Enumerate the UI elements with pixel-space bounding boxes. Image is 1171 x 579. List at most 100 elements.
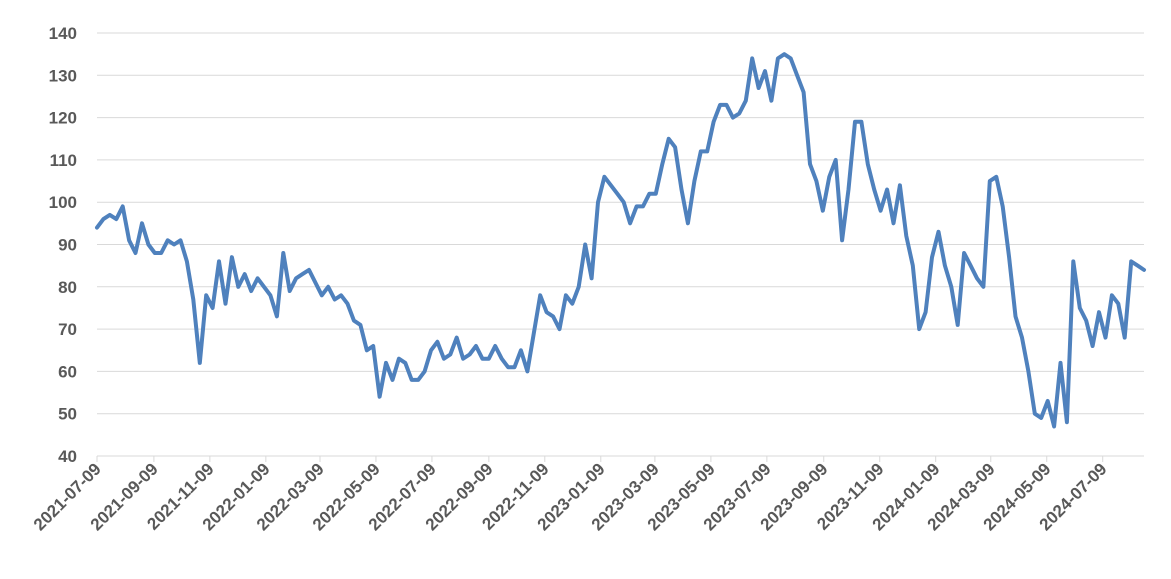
data-point: [769, 99, 773, 103]
data-point: [230, 255, 234, 259]
data-point: [924, 310, 928, 314]
data-point: [847, 188, 851, 192]
data-point: [827, 175, 831, 179]
data-point: [628, 221, 632, 225]
data-point: [1059, 361, 1063, 365]
data-point: [108, 213, 112, 217]
data-point: [326, 285, 330, 289]
data-point: [1001, 204, 1005, 208]
data-point: [140, 221, 144, 225]
x-axis-ticks: 2021-07-092021-09-092021-11-092022-01-09…: [30, 456, 1111, 534]
data-point: [904, 234, 908, 238]
data-point: [474, 344, 478, 348]
data-point: [243, 272, 247, 276]
data-point: [892, 221, 896, 225]
data-point: [590, 276, 594, 280]
data-point: [994, 175, 998, 179]
data-point: [1014, 314, 1018, 318]
data-point: [146, 243, 150, 247]
data-point: [808, 162, 812, 166]
data-point: [294, 276, 298, 280]
data-point: [962, 251, 966, 255]
data-point: [134, 251, 138, 255]
data-point: [885, 188, 889, 192]
series-layer: [95, 52, 1146, 429]
data-point: [705, 149, 709, 153]
data-point: [699, 149, 703, 153]
data-point: [602, 175, 606, 179]
data-point: [262, 285, 266, 289]
data-point: [320, 293, 324, 297]
data-point: [712, 120, 716, 124]
data-point: [789, 56, 793, 60]
data-point: [757, 86, 761, 90]
data-point: [532, 331, 536, 335]
data-point: [654, 192, 658, 196]
data-point: [660, 162, 664, 166]
y-tick-label: 50: [58, 405, 77, 424]
data-point: [680, 188, 684, 192]
y-tick-label: 130: [49, 66, 77, 85]
data-point: [673, 145, 677, 149]
y-tick-label: 120: [49, 109, 77, 128]
data-point: [840, 238, 844, 242]
data-point: [493, 344, 497, 348]
series-line-0: [95, 52, 1146, 429]
data-point: [725, 103, 729, 107]
data-point: [943, 264, 947, 268]
data-point: [198, 361, 202, 365]
data-point: [114, 217, 118, 221]
data-point: [1116, 302, 1120, 306]
data-point: [179, 238, 183, 242]
y-tick-label: 60: [58, 362, 77, 381]
data-point: [301, 272, 305, 276]
data-point: [352, 319, 356, 323]
data-point: [468, 353, 472, 357]
data-point: [949, 285, 953, 289]
data-point: [275, 314, 279, 318]
data-point: [442, 357, 446, 361]
data-point: [859, 120, 863, 124]
data-point: [1110, 293, 1114, 297]
data-point: [1104, 336, 1108, 340]
data-point: [545, 310, 549, 314]
y-tick-label: 140: [49, 24, 77, 43]
data-point: [731, 116, 735, 120]
data-point: [217, 259, 221, 263]
data-point: [403, 361, 407, 365]
data-point: [1026, 369, 1030, 373]
data-point: [937, 230, 941, 234]
data-point: [513, 365, 517, 369]
data-point: [551, 314, 555, 318]
data-point: [776, 56, 780, 60]
data-point: [1007, 255, 1011, 259]
data-point: [622, 200, 626, 204]
data-point: [480, 357, 484, 361]
data-point: [1078, 306, 1082, 310]
data-point: [641, 204, 645, 208]
data-point: [256, 276, 260, 280]
data-point: [166, 238, 170, 242]
data-point: [1052, 424, 1056, 428]
data-point: [1142, 268, 1146, 272]
y-tick-label: 80: [58, 278, 77, 297]
data-point: [346, 302, 350, 306]
data-point: [249, 289, 253, 293]
data-point: [750, 56, 754, 60]
data-point: [1129, 259, 1133, 263]
data-point: [172, 243, 176, 247]
data-point: [872, 188, 876, 192]
data-point: [911, 264, 915, 268]
data-point: [596, 200, 600, 204]
data-point: [667, 137, 671, 141]
data-point: [635, 204, 639, 208]
data-point: [384, 361, 388, 365]
data-point: [185, 259, 189, 263]
data-point: [153, 251, 157, 255]
data-point: [1039, 416, 1043, 420]
data-point: [410, 378, 414, 382]
data-point: [718, 103, 722, 107]
data-point: [609, 183, 613, 187]
data-point: [615, 192, 619, 196]
data-point: [1084, 319, 1088, 323]
